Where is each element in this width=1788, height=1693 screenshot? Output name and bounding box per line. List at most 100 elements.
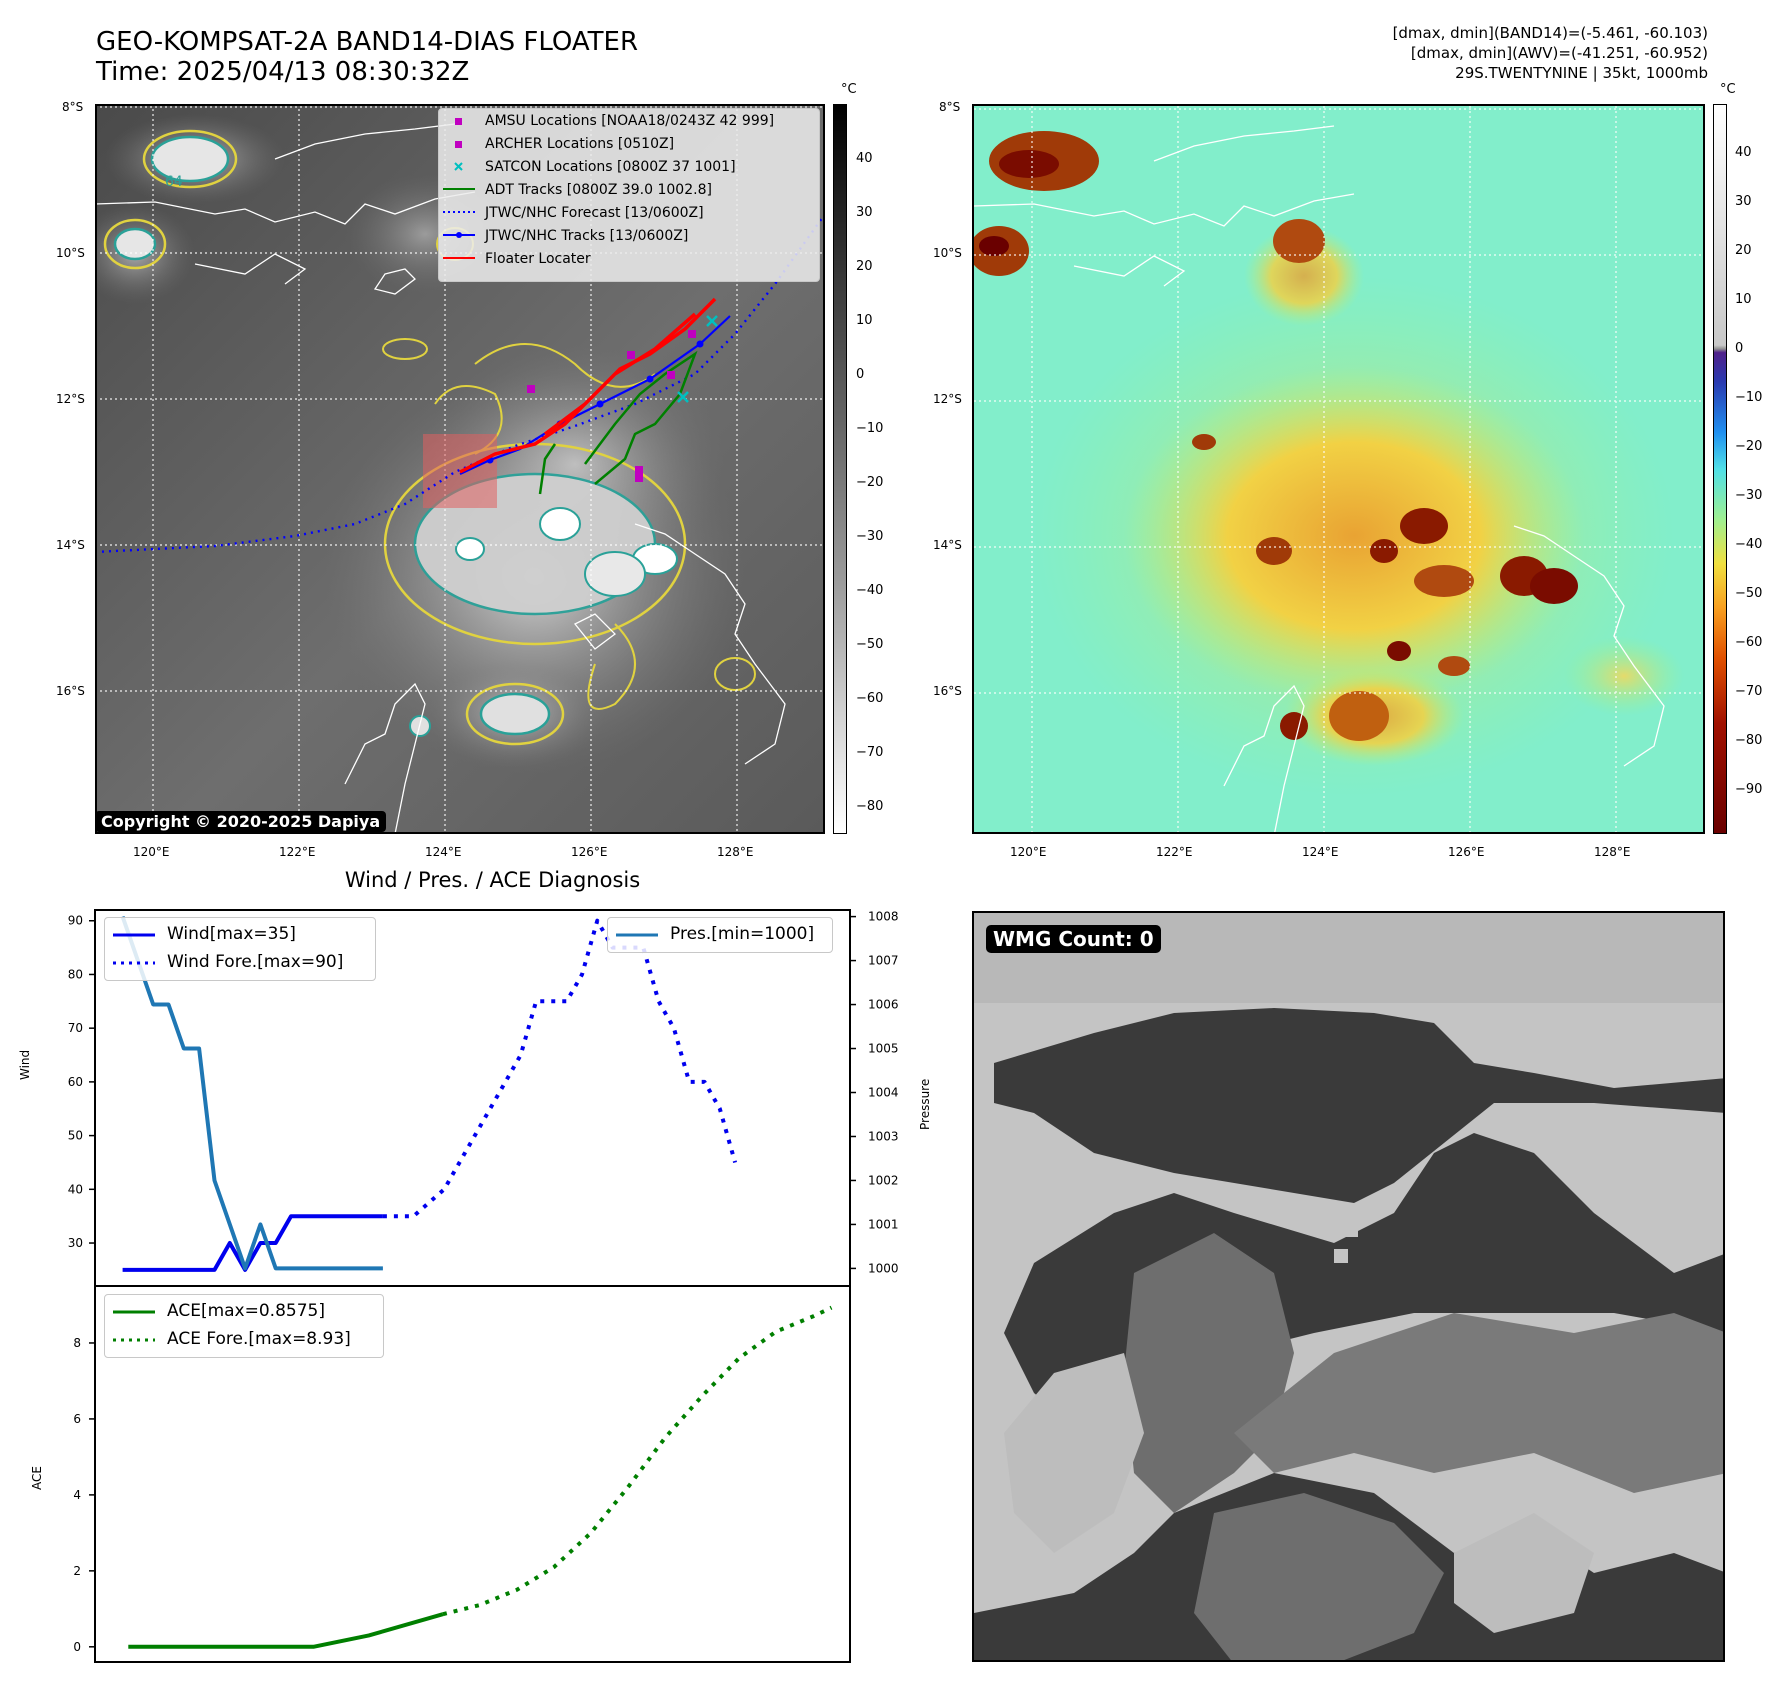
ir-cbar-tick: −40 [856,583,884,598]
awv-lon-label: 122°E [1156,845,1193,859]
ace-plot-frame [94,1285,851,1663]
legend-amsu: AMSU Locations [NOAA18/0243Z 42 999] [485,113,775,129]
awv-lat-label: 12°S [933,392,962,406]
legend-wind-fore: Wind Fore.[max=90] [167,952,344,972]
ace-axis-label: ACE [30,1466,44,1490]
pressure-y-tick-label: 1004 [868,1086,899,1100]
legend-forecast: JTWC/NHC Forecast [13/0600Z] [485,205,704,221]
pressure-y-tick-label: 1006 [868,998,899,1012]
wind-y-tick-label: 30 [68,1236,83,1250]
ir-cbar-tick: 20 [856,259,873,274]
ir-cbar-tick: −10 [856,421,884,436]
awv-colorbar-ticks: 40 30 20 10 0 −10 −20 −30 −40 −50 −60 −7… [1729,0,1784,900]
copyright-badge: Copyright © 2020-2025 Dapiya [95,811,387,832]
ir-cbar-tick: −80 [856,799,884,814]
ir-map-legend: AMSU Locations [NOAA18/0243Z 42 999] ARC… [438,108,820,282]
ir-map-panel: 64 [75,104,826,835]
info-storm: 29S.TWENTYNINE | 35kt, 1000mb [1455,64,1708,82]
pressure-y-tick-label: 1005 [868,1042,899,1056]
awv-cbar-tick: −90 [1735,782,1763,797]
awv-lat-label: 14°S [933,538,962,552]
diagnosis-chart: 3040506070809010001001100210031004100510… [68,909,899,1663]
pressure-y-tick-label: 1003 [868,1129,899,1143]
ir-lat-label: 10°S [56,246,85,260]
ir-colorbar [833,104,847,834]
pressure-y-tick-label: 1008 [868,910,899,924]
ir-cbar-tick: −50 [856,637,884,652]
legend-ace: ACE[max=0.8575] [167,1301,325,1321]
ace-series-line-dotted [442,1305,833,1617]
legend-markers [443,118,475,259]
info-band14: [dmax, dmin](BAND14)=(-5.461, -60.103) [1392,24,1708,42]
awv-cbar-tick: −10 [1735,390,1763,405]
diagnosis-title: Wind / Pres. / ACE Diagnosis [344,868,641,892]
ir-cbar-tick: 40 [856,151,873,166]
ir-cbar-tick: −20 [856,475,884,490]
wmg-image [974,913,1723,1660]
wind-y-tick-label: 40 [68,1182,83,1196]
legend-wind: Wind[max=35] [167,924,296,944]
wmg-count-badge: WMG Count: 0 [986,925,1161,953]
ir-lat-label: 12°S [56,392,85,406]
legend-adt: ADT Tracks [0800Z 39.0 1002.8] [485,182,712,198]
awv-cbar-tick: 0 [1735,341,1744,356]
ace-y-tick-label: 8 [73,1336,81,1350]
ir-colorbar-unit: °C [841,82,857,97]
ir-cbar-tick: 0 [856,367,865,382]
wind-y-tick-label: 70 [68,1021,83,1035]
ir-lon-label: 120°E [133,845,170,859]
awv-cbar-tick: −60 [1735,635,1763,650]
awv-lon-label: 126°E [1448,845,1485,859]
awv-lat-label: 8°S [939,100,961,114]
ir-colorbar-ticks: 40 30 20 10 0 −10 −20 −30 −40 −50 −60 −7… [850,0,910,900]
ir-cbar-tick: 30 [856,205,873,220]
awv-lon-label: 128°E [1594,845,1631,859]
archer-marker-icon [455,141,462,148]
chart-title: GEO-KOMPSAT-2A BAND14-DIAS FLOATER [96,27,639,57]
pressure-axis-label: Pressure [918,1078,932,1130]
wind-y-tick-label: 90 [68,914,83,928]
ir-cbar-tick: −70 [856,745,884,760]
awv-cbar-tick: 30 [1735,194,1752,209]
pressure-y-tick-label: 1002 [868,1173,899,1187]
awv-map [974,106,1703,832]
awv-cbar-tick: −80 [1735,733,1763,748]
awv-cbar-tick: −70 [1735,684,1763,699]
ace-y-tick-label: 4 [73,1488,81,1502]
pressure-y-tick-label: 1001 [868,1217,899,1231]
awv-cbar-tick: −30 [1735,488,1763,503]
ir-cbar-tick: −60 [856,691,884,706]
ace-y-tick-label: 0 [73,1640,81,1654]
ace-legend: ACE[max=0.8575] ACE Fore.[max=8.93] [104,1294,384,1358]
wind-axis-label: Wind [18,1049,32,1080]
series-line-dotted [382,918,738,1219]
wind-y-tick-label: 80 [68,967,83,981]
legend-tracks: JTWC/NHC Tracks [13/0600Z] [485,228,689,244]
legend-archer: ARCHER Locations [0510Z] [485,136,675,152]
legend-satcon: SATCON Locations [0800Z 37 1001] [485,159,736,175]
awv-cbar-tick: 20 [1735,243,1752,258]
series-line [122,1214,383,1272]
ace-series-line [128,1612,444,1649]
chart-time: Time: 2025/04/13 08:30:32Z [96,57,470,87]
legend-pressure: Pres.[min=1000] [670,924,815,944]
awv-lon-label: 120°E [1010,845,1047,859]
awv-cbar-tick: −50 [1735,586,1763,601]
ir-lon-label: 126°E [571,845,608,859]
contour-label: 64 [165,174,183,190]
pressure-y-tick-label: 1007 [868,954,899,968]
awv-map-panel [972,104,1705,834]
wind-legend: Wind[max=35] Wind Fore.[max=90] [104,917,376,981]
series-line [120,915,383,1271]
ir-lat-label: 8°S [62,100,84,114]
ir-lon-label: 124°E [425,845,462,859]
info-awv: [dmax, dmin](AWV)=(-41.251, -60.952) [1410,44,1708,62]
pressure-y-tick-label: 1000 [868,1261,899,1275]
awv-cbar-tick: −40 [1735,537,1763,552]
awv-lon-label: 124°E [1302,845,1339,859]
legend-floater: Floater Locater [485,251,591,267]
awv-cbar-tick: −20 [1735,439,1763,454]
ir-lon-label: 122°E [279,845,316,859]
ace-y-tick-label: 6 [73,1412,81,1426]
wind-y-tick-label: 60 [68,1075,83,1089]
